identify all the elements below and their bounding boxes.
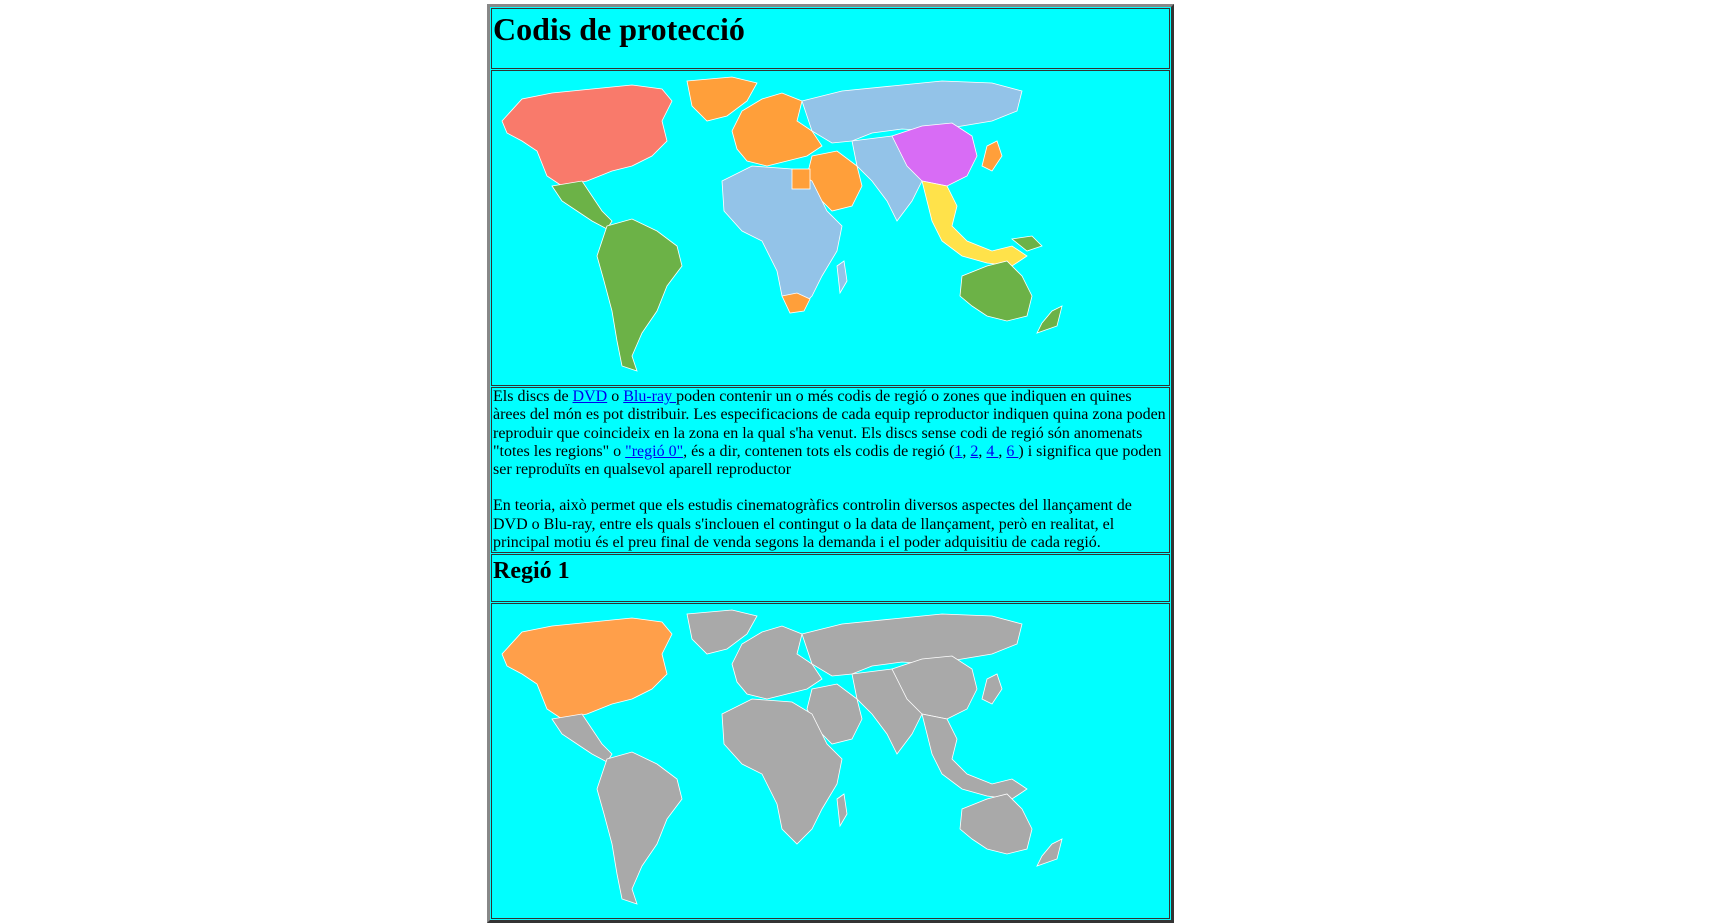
world-region-map-cell [491, 70, 1170, 386]
map-europe [731, 92, 823, 167]
region-2-link[interactable]: 2 [970, 442, 979, 460]
region-1-link[interactable]: 1 [954, 442, 963, 460]
map-southeast-asia [921, 180, 1028, 267]
map-japan [981, 673, 1003, 705]
map-greenland [686, 609, 758, 655]
bluray-link[interactable]: Blu-ray [623, 388, 677, 405]
map-greenland [686, 76, 758, 122]
map-north-america [501, 617, 673, 720]
map-madagascar [836, 260, 848, 295]
map-australia [959, 793, 1033, 855]
map-south-america [596, 751, 683, 906]
main-table: Codis de protecció [487, 4, 1174, 923]
region-0-link[interactable]: "regió 0" [625, 442, 684, 460]
map-egypt [791, 168, 811, 190]
map-papua [1011, 235, 1043, 252]
region-1-title-cell: Regió 1 [491, 554, 1170, 603]
map-madagascar [836, 793, 848, 828]
intro-text-cell: Els discs de DVD o Blu-ray poden conteni… [491, 387, 1170, 554]
dvd-link[interactable]: DVD [572, 388, 608, 405]
map-russia [801, 80, 1023, 144]
map-japan [981, 140, 1003, 172]
region-4-link[interactable]: 4 [986, 442, 999, 460]
map-china [891, 655, 978, 720]
map-russia [801, 613, 1023, 677]
map-central-america [551, 713, 613, 763]
title-cell: Codis de protecció [491, 8, 1170, 69]
map-china [891, 122, 978, 187]
region-6-link[interactable]: 6 [1006, 442, 1019, 460]
map-southeast-asia [921, 713, 1028, 800]
map-south-africa [781, 292, 811, 314]
map-north-america [501, 84, 673, 187]
map-central-america [551, 180, 613, 230]
intro-paragraph-2: En teoria, això permet que els estudis c… [493, 497, 1132, 552]
region-1-map-cell [491, 603, 1170, 920]
map-south-america [596, 218, 683, 372]
region-1-map [501, 609, 1063, 906]
region-1-title: Regió 1 [493, 558, 570, 585]
map-australia [959, 260, 1033, 322]
world-region-map [501, 76, 1063, 372]
page-title: Codis de protecció [493, 11, 745, 47]
map-new-zealand [1036, 305, 1063, 334]
map-africa [721, 698, 843, 845]
intro-paragraph-1: Els discs de DVD o Blu-ray poden conteni… [493, 388, 1166, 479]
map-new-zealand [1036, 838, 1063, 868]
map-europe [731, 625, 823, 700]
